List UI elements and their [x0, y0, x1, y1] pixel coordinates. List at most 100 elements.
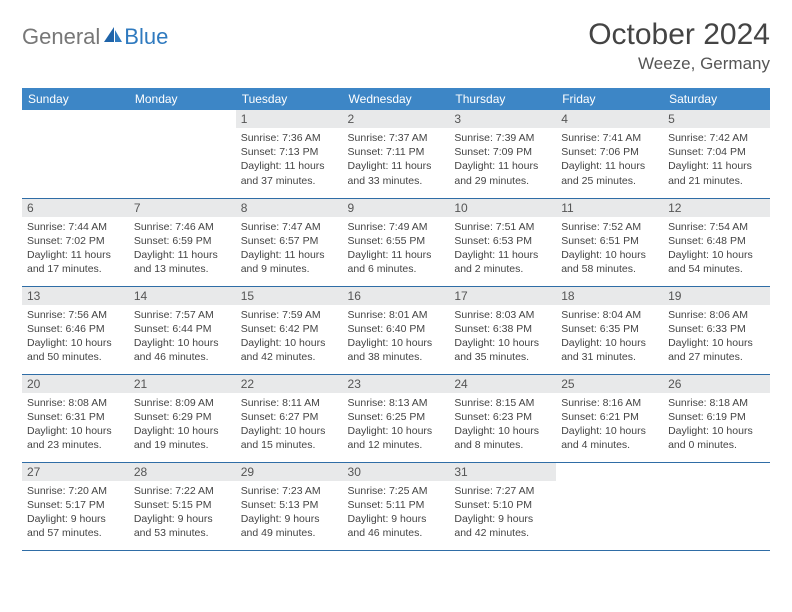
daylight-text: Daylight: 9 hours and 46 minutes. — [348, 512, 445, 540]
daylight-text: Daylight: 10 hours and 42 minutes. — [241, 336, 338, 364]
sunrise-text: Sunrise: 7:37 AM — [348, 131, 445, 145]
day-content: Sunrise: 8:09 AMSunset: 6:29 PMDaylight:… — [129, 393, 236, 457]
sunrise-text: Sunrise: 7:59 AM — [241, 308, 338, 322]
logo-text-blue: Blue — [124, 24, 168, 50]
day-content: Sunrise: 7:23 AMSunset: 5:13 PMDaylight:… — [236, 481, 343, 545]
day-number: 2 — [343, 110, 450, 128]
sunrise-text: Sunrise: 8:16 AM — [561, 396, 658, 410]
day-number: 30 — [343, 463, 450, 481]
day-content: Sunrise: 7:54 AMSunset: 6:48 PMDaylight:… — [663, 217, 770, 281]
sunrise-text: Sunrise: 8:18 AM — [668, 396, 765, 410]
sunset-text: Sunset: 6:29 PM — [134, 410, 231, 424]
day-number: 24 — [449, 375, 556, 393]
calendar-row: 6Sunrise: 7:44 AMSunset: 7:02 PMDaylight… — [22, 198, 770, 286]
sunrise-text: Sunrise: 7:23 AM — [241, 484, 338, 498]
empty-cell — [22, 110, 129, 198]
sunset-text: Sunset: 5:11 PM — [348, 498, 445, 512]
sunrise-text: Sunrise: 8:03 AM — [454, 308, 551, 322]
sunrise-text: Sunrise: 8:01 AM — [348, 308, 445, 322]
day-cell: 9Sunrise: 7:49 AMSunset: 6:55 PMDaylight… — [343, 198, 450, 286]
calendar-table: SundayMondayTuesdayWednesdayThursdayFrid… — [22, 88, 770, 551]
day-cell: 3Sunrise: 7:39 AMSunset: 7:09 PMDaylight… — [449, 110, 556, 198]
sunset-text: Sunset: 6:25 PM — [348, 410, 445, 424]
day-number: 8 — [236, 199, 343, 217]
day-content: Sunrise: 8:06 AMSunset: 6:33 PMDaylight:… — [663, 305, 770, 369]
sunrise-text: Sunrise: 7:22 AM — [134, 484, 231, 498]
sunrise-text: Sunrise: 8:09 AM — [134, 396, 231, 410]
sunset-text: Sunset: 6:33 PM — [668, 322, 765, 336]
day-content: Sunrise: 8:03 AMSunset: 6:38 PMDaylight:… — [449, 305, 556, 369]
day-number: 10 — [449, 199, 556, 217]
day-content: Sunrise: 7:46 AMSunset: 6:59 PMDaylight:… — [129, 217, 236, 281]
calendar-body: 1Sunrise: 7:36 AMSunset: 7:13 PMDaylight… — [22, 110, 770, 550]
calendar-row: 1Sunrise: 7:36 AMSunset: 7:13 PMDaylight… — [22, 110, 770, 198]
daylight-text: Daylight: 10 hours and 31 minutes. — [561, 336, 658, 364]
day-cell: 25 Sunrise: 8:16 AMSunset: 6:21 PMDayligh… — [556, 374, 663, 462]
day-content: Sunrise: 8:04 AMSunset: 6:35 PMDaylight:… — [556, 305, 663, 369]
day-number: 20 — [22, 375, 129, 393]
sunrise-text: Sunrise: 7:56 AM — [27, 308, 124, 322]
empty-cell — [663, 462, 770, 550]
day-number: 23 — [343, 375, 450, 393]
day-number: 29 — [236, 463, 343, 481]
day-content: Sunrise: 7:59 AMSunset: 6:42 PMDaylight:… — [236, 305, 343, 369]
day-cell: 18Sunrise: 8:04 AMSunset: 6:35 PMDayligh… — [556, 286, 663, 374]
daylight-text: Daylight: 9 hours and 49 minutes. — [241, 512, 338, 540]
day-content: Sunrise: 7:51 AMSunset: 6:53 PMDaylight:… — [449, 217, 556, 281]
sunset-text: Sunset: 7:11 PM — [348, 145, 445, 159]
day-number: 25 — [556, 375, 663, 393]
day-content: Sunrise: 7:44 AMSunset: 7:02 PMDaylight:… — [22, 217, 129, 281]
day-cell: 12Sunrise: 7:54 AMSunset: 6:48 PMDayligh… — [663, 198, 770, 286]
day-content: Sunrise: 8:13 AMSunset: 6:25 PMDaylight:… — [343, 393, 450, 457]
sunrise-text: Sunrise: 8:08 AM — [27, 396, 124, 410]
sunset-text: Sunset: 6:42 PM — [241, 322, 338, 336]
sunset-text: Sunset: 6:53 PM — [454, 234, 551, 248]
daylight-text: Daylight: 11 hours and 9 minutes. — [241, 248, 338, 276]
month-title: October 2024 — [588, 18, 770, 52]
sunrise-text: Sunrise: 7:25 AM — [348, 484, 445, 498]
dow-header: Tuesday — [236, 88, 343, 110]
day-cell: 23Sunrise: 8:13 AMSunset: 6:25 PMDayligh… — [343, 374, 450, 462]
location: Weeze, Germany — [588, 54, 770, 74]
daylight-text: Daylight: 11 hours and 33 minutes. — [348, 159, 445, 187]
day-number: 22 — [236, 375, 343, 393]
day-cell: 29Sunrise: 7:23 AMSunset: 5:13 PMDayligh… — [236, 462, 343, 550]
daylight-text: Daylight: 11 hours and 21 minutes. — [668, 159, 765, 187]
sunrise-text: Sunrise: 7:46 AM — [134, 220, 231, 234]
daylight-text: Daylight: 11 hours and 25 minutes. — [561, 159, 658, 187]
sunset-text: Sunset: 6:19 PM — [668, 410, 765, 424]
day-cell: 8Sunrise: 7:47 AMSunset: 6:57 PMDaylight… — [236, 198, 343, 286]
sunrise-text: Sunrise: 8:13 AM — [348, 396, 445, 410]
sunset-text: Sunset: 6:27 PM — [241, 410, 338, 424]
sunset-text: Sunset: 6:48 PM — [668, 234, 765, 248]
day-content: Sunrise: 7:56 AMSunset: 6:46 PMDaylight:… — [22, 305, 129, 369]
daylight-text: Daylight: 9 hours and 42 minutes. — [454, 512, 551, 540]
day-number: 1 — [236, 110, 343, 128]
day-cell: 6Sunrise: 7:44 AMSunset: 7:02 PMDaylight… — [22, 198, 129, 286]
day-cell: 19Sunrise: 8:06 AMSunset: 6:33 PMDayligh… — [663, 286, 770, 374]
day-cell: 1Sunrise: 7:36 AMSunset: 7:13 PMDaylight… — [236, 110, 343, 198]
sunset-text: Sunset: 6:57 PM — [241, 234, 338, 248]
day-content: Sunrise: 7:36 AMSunset: 7:13 PMDaylight:… — [236, 128, 343, 192]
day-content: Sunrise: 7:41 AMSunset: 7:06 PMDaylight:… — [556, 128, 663, 192]
day-cell: 7Sunrise: 7:46 AMSunset: 6:59 PMDaylight… — [129, 198, 236, 286]
day-number: 26 — [663, 375, 770, 393]
daylight-text: Daylight: 10 hours and 23 minutes. — [27, 424, 124, 452]
daylight-text: Daylight: 10 hours and 4 minutes. — [561, 424, 658, 452]
day-content: Sunrise: 8:18 AMSunset: 6:19 PMDaylight:… — [663, 393, 770, 457]
sunset-text: Sunset: 7:06 PM — [561, 145, 658, 159]
day-cell: 27Sunrise: 7:20 AMSunset: 5:17 PMDayligh… — [22, 462, 129, 550]
daylight-text: Daylight: 10 hours and 8 minutes. — [454, 424, 551, 452]
dow-header: Thursday — [449, 88, 556, 110]
sunrise-text: Sunrise: 8:06 AM — [668, 308, 765, 322]
sunrise-text: Sunrise: 7:52 AM — [561, 220, 658, 234]
sunset-text: Sunset: 6:21 PM — [561, 410, 658, 424]
day-number: 12 — [663, 199, 770, 217]
sunrise-text: Sunrise: 7:41 AM — [561, 131, 658, 145]
day-cell: 26Sunrise: 8:18 AMSunset: 6:19 PMDayligh… — [663, 374, 770, 462]
sunset-text: Sunset: 6:44 PM — [134, 322, 231, 336]
day-number: 16 — [343, 287, 450, 305]
day-cell: 31Sunrise: 7:27 AMSunset: 5:10 PMDayligh… — [449, 462, 556, 550]
daylight-text: Daylight: 9 hours and 57 minutes. — [27, 512, 124, 540]
sunset-text: Sunset: 5:17 PM — [27, 498, 124, 512]
